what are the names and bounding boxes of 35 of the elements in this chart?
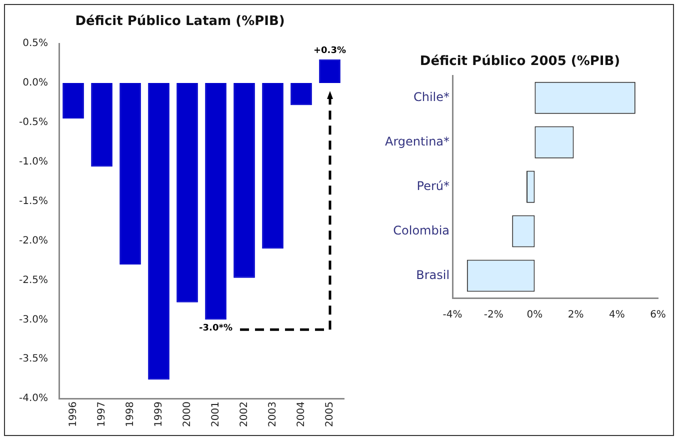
- y-tick-label: 0.0%: [22, 78, 48, 89]
- x-tick-label: -2%: [484, 310, 504, 321]
- data-label: +0.3%: [313, 46, 346, 56]
- x-tick-label: 2004: [296, 402, 307, 428]
- x-tick-label: 2003: [267, 402, 278, 428]
- y-tick-label: Argentina*: [384, 134, 450, 148]
- x-tick-label: 1997: [96, 402, 108, 428]
- chart-title: Déficit Público 2005 (%PIB): [420, 54, 620, 70]
- y-tick-label: 0.5%: [22, 38, 48, 50]
- x-tick-label: 1996: [68, 402, 79, 428]
- x-tick-label: 1998: [124, 402, 136, 428]
- y-tick-label: Perú*: [416, 178, 450, 193]
- y-tick-label: -3.0%: [19, 314, 48, 326]
- y-tick-label: -3.5%: [19, 354, 48, 365]
- x-tick-label: -4%: [442, 310, 462, 321]
- y-tick-label: -2.5%: [19, 274, 48, 286]
- x-tick-label: 6%: [650, 310, 666, 321]
- y-tick-label: -2.0%: [19, 235, 48, 246]
- x-tick-label: 2005: [324, 402, 336, 428]
- y-tick-label: Chile*: [413, 90, 450, 104]
- y-tick-label: Colombia: [393, 223, 450, 238]
- x-tick-label: 2002: [238, 402, 250, 428]
- y-tick-label: -1.0%: [19, 156, 48, 168]
- data-label: -3.0*%: [199, 324, 232, 334]
- x-tick-label: 2%: [568, 310, 584, 321]
- x-tick-label: 2000: [182, 402, 193, 428]
- y-tick-label: Brasil: [416, 268, 450, 282]
- x-tick-label: 4%: [608, 310, 625, 321]
- chart-title: Déficit Público Latam (%PIB): [75, 14, 285, 30]
- x-tick-label: 2001: [210, 402, 222, 428]
- y-tick-label: -4.0%: [19, 393, 48, 404]
- x-tick-label: 0%: [526, 310, 543, 321]
- y-tick-label: -0.5%: [19, 117, 48, 128]
- x-tick-label: 1999: [153, 402, 164, 428]
- y-tick-label: -1.5%: [19, 196, 48, 207]
